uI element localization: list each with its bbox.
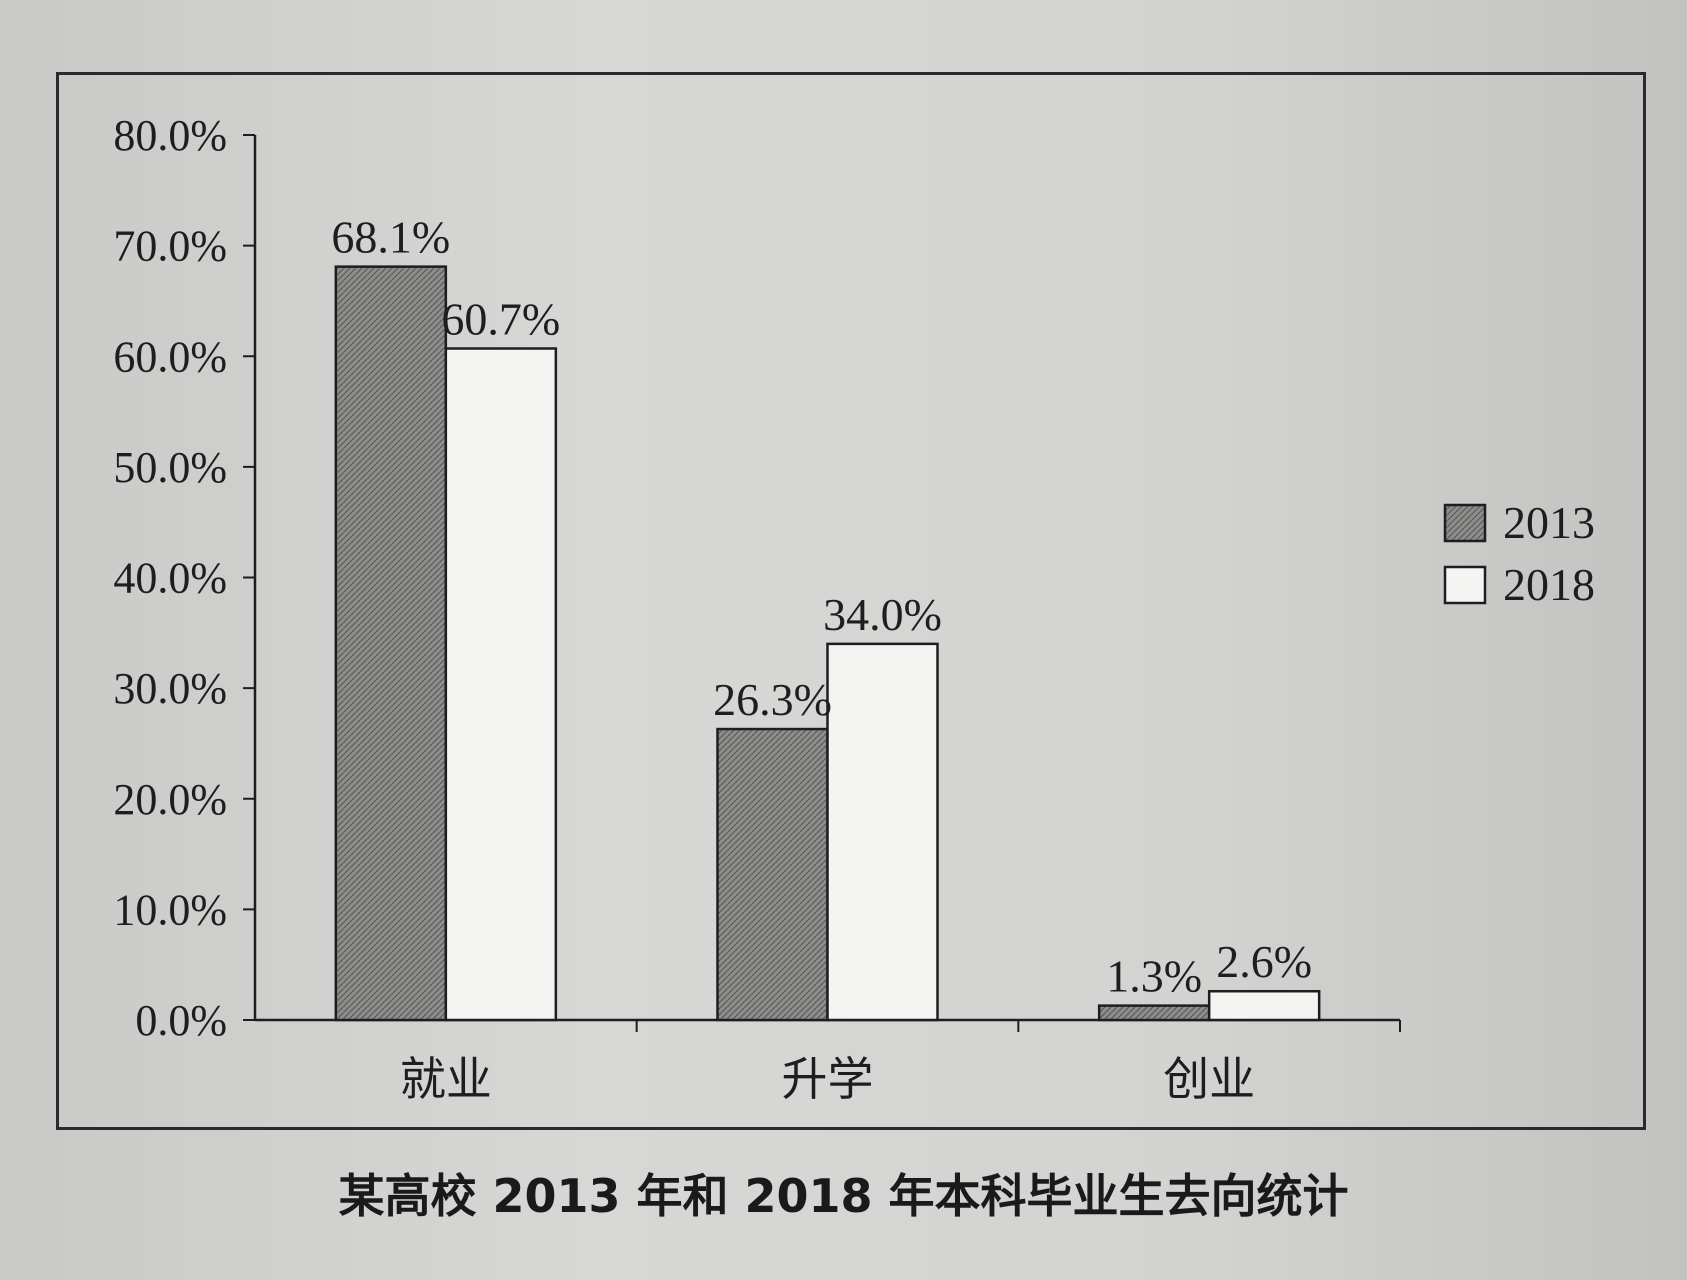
bar-2013 [1097, 1004, 1211, 1022]
category-label: 就业 [400, 1052, 492, 1106]
y-tick-label: 50.0% [113, 443, 227, 492]
chart-labels: 就业 68.1% 60.7% 升学 26.3% 34.0% 创业 1.3% 2.6% [331, 212, 1312, 1106]
chart-axes: 0.0% 10.0% 20.0% 30.0% 40.0% 50.0% 60.0% 70.0% 8… [113, 111, 1401, 1045]
legend-swatch-2013 [1443, 503, 1487, 543]
y-tick-label: 80.0% [113, 111, 227, 160]
data-label: 34.0% [823, 589, 942, 640]
data-label: 26.3% [713, 674, 832, 725]
y-tick-label: 20.0% [113, 775, 227, 824]
category-label: 创业 [1163, 1052, 1255, 1106]
legend-label: 2018 [1503, 559, 1595, 610]
legend-swatch-2018 [1443, 565, 1487, 605]
chart-bars [334, 265, 1321, 1022]
bar-2018 [1207, 989, 1321, 1022]
y-tick-label: 0.0% [135, 996, 227, 1045]
chart-legend: 2013 2018 [1443, 497, 1595, 610]
y-tick-label: 70.0% [113, 222, 227, 271]
y-tick-label: 10.0% [113, 885, 227, 934]
y-tick-label: 40.0% [113, 554, 227, 603]
chart-frame [56, 72, 1646, 1130]
bar-2013 [716, 727, 829, 1022]
data-label: 68.1% [331, 212, 450, 263]
data-label: 1.3% [1106, 951, 1202, 1002]
bar-2018 [444, 347, 558, 1022]
legend-label: 2013 [1503, 497, 1595, 548]
bar-2018 [826, 642, 939, 1022]
y-tick-label: 30.0% [113, 664, 227, 713]
data-label: 2.6% [1216, 936, 1312, 987]
y-tick-label: 60.0% [113, 332, 227, 381]
bar-chart: 0.0% 10.0% 20.0% 30.0% 40.0% 50.0% 60.0% 70.0% 8… [113, 111, 1595, 1106]
bar-2013 [334, 265, 448, 1022]
category-label: 升学 [782, 1052, 874, 1106]
chart-caption: 某高校 2013 年和 2018 年本科毕业生去向统计 [338, 1169, 1349, 1223]
data-label: 60.7% [441, 294, 560, 345]
